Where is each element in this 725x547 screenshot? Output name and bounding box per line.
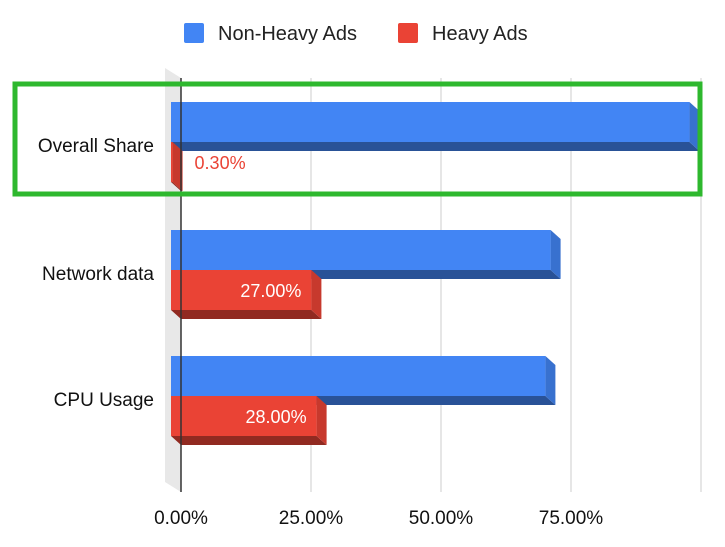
bar-end-face xyxy=(689,102,700,151)
data-label: 0.30% xyxy=(195,153,246,173)
data-label: 28.00% xyxy=(246,407,307,427)
bar-heavy-ads-network-data xyxy=(171,270,312,310)
bar-bottom-face xyxy=(171,436,327,445)
legend-swatch-non-heavy-ads xyxy=(184,23,204,43)
bar-end-face xyxy=(545,356,556,405)
bar-end-face xyxy=(311,270,322,319)
bar-heavy-ads-cpu-usage xyxy=(171,396,317,436)
category-label: Overall Share xyxy=(38,136,154,157)
bar-non-heavy-ads-overall-share xyxy=(171,102,690,142)
bar-bottom-face xyxy=(171,142,700,151)
bar-end-face xyxy=(550,230,561,279)
legend-swatch-heavy-ads xyxy=(398,23,418,43)
bar-non-heavy-ads-network-data xyxy=(171,230,551,270)
legend-label: Non-Heavy Ads xyxy=(218,23,357,45)
highlight-box xyxy=(12,81,703,197)
category-label: CPU Usage xyxy=(54,390,154,411)
legend-label: Heavy Ads xyxy=(432,23,528,45)
bar-end-face xyxy=(172,142,183,191)
bar-end-face xyxy=(316,396,327,445)
data-label: 27.00% xyxy=(240,281,301,301)
x-tick-label: 50.00% xyxy=(409,508,474,529)
x-tick-label: 25.00% xyxy=(279,508,344,529)
bar-bottom-face xyxy=(171,310,322,319)
bar-non-heavy-ads-cpu-usage xyxy=(171,356,546,396)
x-tick-label: 75.00% xyxy=(539,508,604,529)
category-label: Network data xyxy=(42,264,154,285)
x-tick-label: 0.00% xyxy=(154,508,208,529)
bar-heavy-ads-overall-share xyxy=(171,142,173,182)
bar-bottom-face xyxy=(171,182,183,191)
